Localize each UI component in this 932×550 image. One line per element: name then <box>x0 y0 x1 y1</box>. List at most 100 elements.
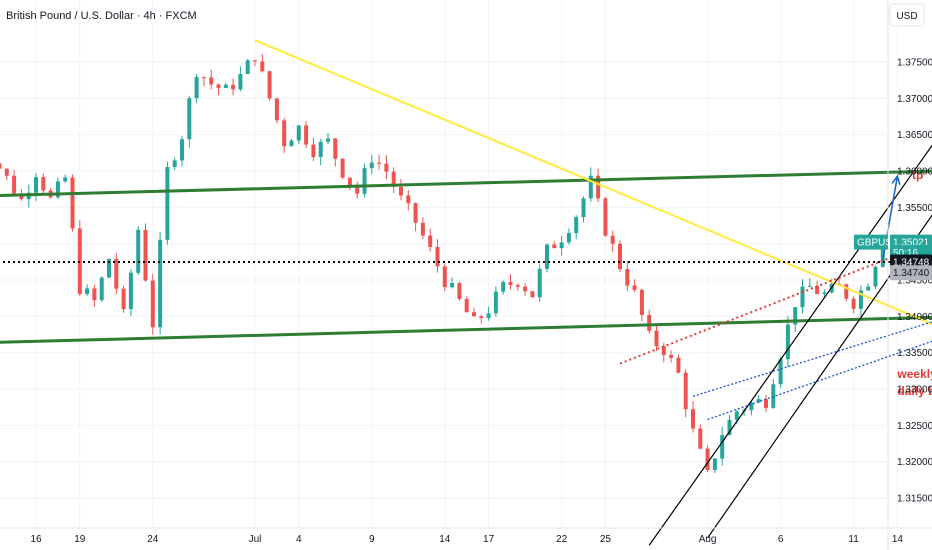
candle-body <box>596 175 601 199</box>
candle-body <box>172 160 177 168</box>
candle-body <box>844 284 849 299</box>
candle-body <box>858 290 863 309</box>
candle-body <box>267 71 272 99</box>
candle-body <box>610 235 615 244</box>
candle-body <box>63 177 68 182</box>
candle-body <box>442 266 447 288</box>
y-tick-label: 1.37000 <box>897 94 932 105</box>
candle-body <box>727 419 732 436</box>
annotation-label: tp <box>912 168 923 182</box>
candle-body <box>873 266 878 287</box>
candle-body <box>355 185 360 194</box>
candle-body <box>588 175 593 199</box>
candle-body <box>311 144 316 158</box>
time-axis[interactable]: 161924Jul4914172225Aug61114192227Se <box>30 534 932 545</box>
candle-body <box>413 203 418 223</box>
candle-body <box>201 77 206 79</box>
candle-body <box>822 292 827 294</box>
candle-body <box>55 181 60 198</box>
candles <box>0 54 885 474</box>
channel-lower-green <box>0 315 932 344</box>
candle-body <box>691 409 695 429</box>
candle-body <box>391 171 396 187</box>
y-tick-label: 1.33000 <box>897 385 932 396</box>
candle-body <box>187 98 192 140</box>
candle-body <box>734 411 739 420</box>
candle-body <box>815 286 820 294</box>
x-tick-label: 16 <box>30 534 42 545</box>
candle-body <box>4 168 9 176</box>
candle-body <box>194 77 199 99</box>
candle-body <box>121 288 126 310</box>
price-tag-label: 1.34740 <box>893 268 930 279</box>
candle-body <box>450 283 455 288</box>
currency-button[interactable] <box>889 3 925 27</box>
candle-body <box>559 242 564 249</box>
candle-body <box>493 291 498 314</box>
x-tick-label: 19 <box>74 534 86 545</box>
y-tick-label: 1.31500 <box>897 494 932 505</box>
candle-body <box>530 291 535 298</box>
candle-body <box>136 229 141 273</box>
chart-title: British Pound / U.S. Dollar · 4h · FXCM <box>6 10 197 22</box>
candle-body <box>158 239 163 328</box>
candle-body <box>618 243 622 270</box>
candle-body <box>318 141 323 158</box>
candle-body <box>778 359 783 385</box>
candle-body <box>420 222 425 236</box>
candle-body <box>486 313 491 319</box>
candle-body <box>508 281 513 285</box>
price-axis[interactable]: 1.375001.370001.365001.360001.355001.350… <box>897 58 932 505</box>
candle-body <box>231 84 236 90</box>
candle-body <box>647 314 652 331</box>
candle-body <box>472 312 476 317</box>
candle-body <box>340 158 345 178</box>
tp-arrow-head <box>891 174 901 185</box>
candle-body <box>764 399 768 408</box>
y-tick-label: 1.36500 <box>897 130 932 141</box>
candle-body <box>698 428 703 449</box>
y-tick-label: 1.37500 <box>897 58 932 69</box>
candle-body <box>282 120 287 147</box>
candle-body <box>369 162 374 169</box>
candle-body <box>180 139 184 161</box>
trendline-yellow <box>254 39 932 325</box>
candle-body <box>523 286 528 292</box>
candle-body <box>625 269 630 286</box>
price-tag-label: GBPUSD <box>857 238 899 249</box>
candle-body <box>749 402 754 411</box>
candle-body <box>457 283 462 299</box>
y-tick-label: 1.32000 <box>897 457 932 468</box>
candle-body <box>347 177 352 186</box>
candle-body <box>705 448 710 470</box>
candle-body <box>574 217 579 234</box>
channel-upper-green <box>0 169 932 197</box>
candle-body <box>260 61 265 72</box>
candle-body <box>41 177 46 191</box>
candle-body <box>603 198 608 236</box>
candle-body <box>793 307 798 325</box>
candle-body <box>150 280 155 328</box>
candle-body <box>866 286 871 291</box>
candle-body <box>245 60 250 74</box>
annotation-label: weekly bullish <box>896 367 932 381</box>
x-tick-label: 25 <box>600 534 612 545</box>
candle-body <box>464 298 469 313</box>
candle-body <box>0 163 2 169</box>
x-tick-label: 17 <box>483 534 495 545</box>
x-tick-label: 24 <box>147 534 159 545</box>
x-tick-label: 6 <box>778 534 784 545</box>
candle-body <box>683 372 688 410</box>
candle-body <box>661 346 666 356</box>
candle-body <box>785 324 790 360</box>
candle-body <box>70 177 75 229</box>
candle-body <box>296 125 301 141</box>
candle-body <box>435 246 440 267</box>
candle-body <box>209 77 214 85</box>
candle-body <box>654 330 659 347</box>
candle-body <box>143 229 148 281</box>
candle-body <box>34 177 38 193</box>
candle-body <box>851 298 856 309</box>
